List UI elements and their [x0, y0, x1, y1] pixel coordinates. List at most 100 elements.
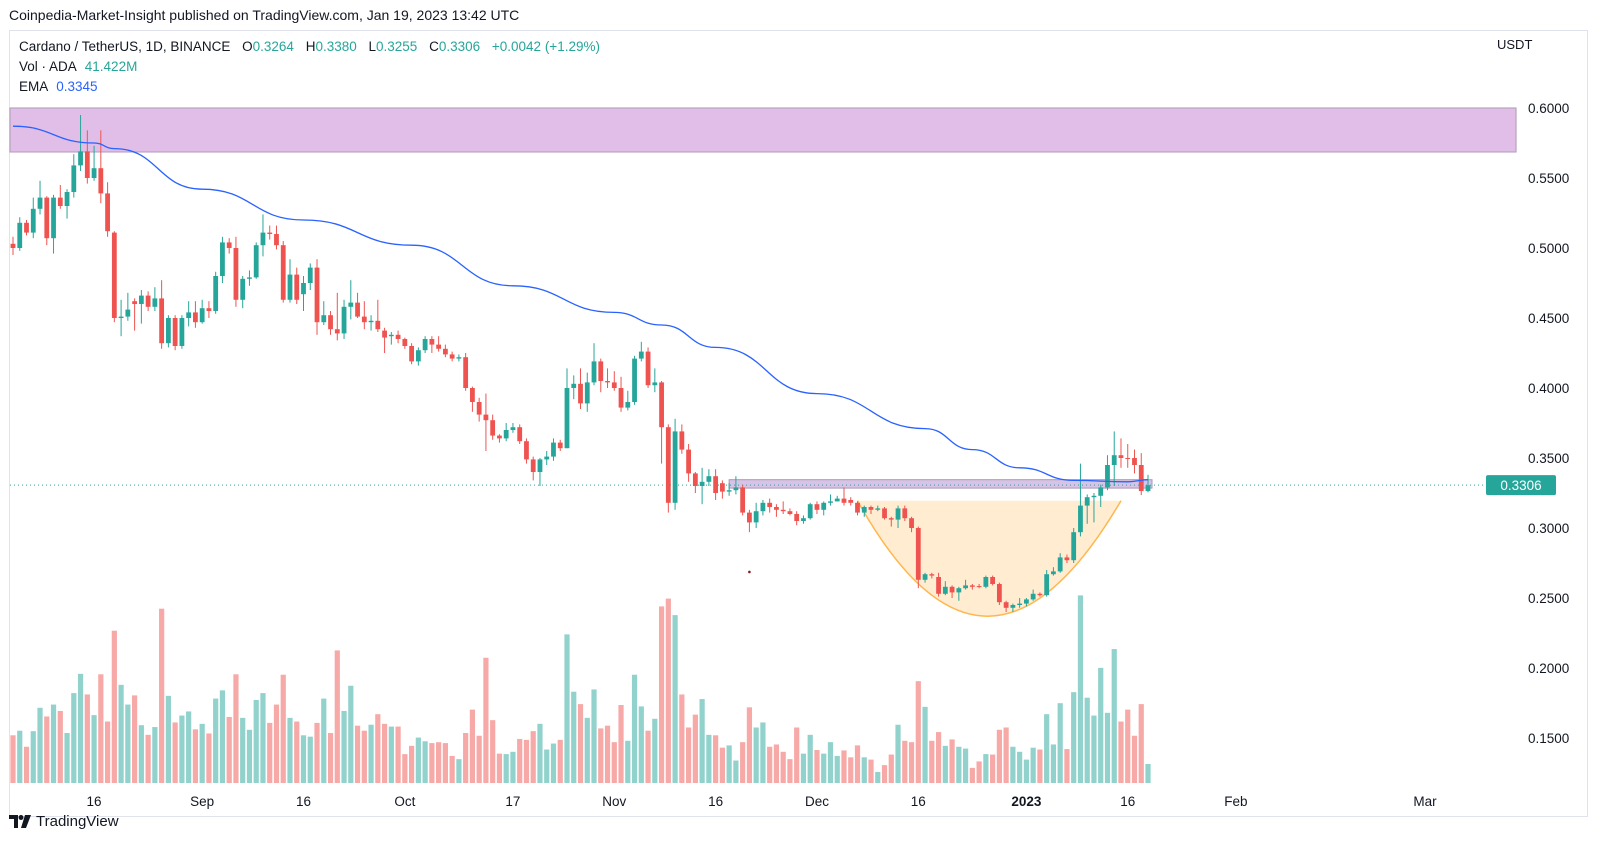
candle[interactable] [64, 189, 70, 219]
candle[interactable] [470, 386, 475, 412]
candle[interactable] [652, 368, 658, 393]
candle[interactable] [449, 351, 455, 362]
candle[interactable] [706, 469, 712, 486]
candle[interactable] [436, 336, 442, 352]
candle[interactable] [314, 259, 320, 335]
candle[interactable] [841, 487, 847, 506]
candle[interactable] [544, 451, 550, 465]
candle[interactable] [1091, 493, 1097, 523]
candle[interactable] [665, 424, 671, 513]
candle[interactable] [888, 516, 894, 527]
candle[interactable] [598, 358, 604, 393]
candle[interactable] [868, 505, 874, 514]
candle[interactable] [456, 354, 462, 362]
candle[interactable] [1138, 453, 1144, 496]
candle[interactable] [1057, 553, 1063, 573]
candle[interactable] [71, 154, 77, 198]
candle[interactable] [557, 439, 563, 451]
candle[interactable] [794, 511, 800, 526]
candle[interactable] [463, 353, 469, 391]
candle[interactable] [1024, 598, 1029, 607]
candle[interactable] [247, 270, 252, 286]
candle[interactable] [17, 217, 23, 251]
candle[interactable] [956, 586, 962, 601]
candle[interactable] [341, 299, 347, 339]
candle[interactable] [882, 507, 887, 520]
candle[interactable] [1010, 603, 1016, 612]
candle[interactable] [382, 327, 387, 353]
candle[interactable] [199, 299, 205, 324]
candle[interactable] [895, 505, 901, 528]
candle[interactable] [611, 371, 617, 391]
candle[interactable] [348, 280, 354, 320]
candle[interactable] [848, 497, 854, 506]
candle[interactable] [530, 456, 536, 481]
candle[interactable] [145, 291, 151, 311]
candle[interactable] [774, 504, 779, 517]
candle[interactable] [138, 290, 144, 324]
candle[interactable] [30, 197, 36, 239]
candle[interactable] [692, 472, 698, 493]
candle[interactable] [591, 343, 597, 386]
candle[interactable] [1037, 592, 1043, 597]
candle[interactable] [321, 301, 327, 325]
candle[interactable] [213, 271, 219, 314]
candle[interactable] [632, 355, 637, 405]
candle[interactable] [915, 526, 921, 589]
candle[interactable] [699, 467, 705, 505]
candle[interactable] [422, 336, 428, 353]
candle[interactable] [1064, 554, 1070, 563]
candle[interactable] [571, 375, 577, 400]
candle[interactable] [111, 231, 117, 323]
candle[interactable] [855, 501, 860, 516]
candle[interactable] [132, 298, 138, 331]
candle[interactable] [578, 368, 583, 409]
candle[interactable] [584, 372, 590, 412]
candle[interactable] [179, 315, 185, 349]
candle[interactable] [1030, 589, 1036, 601]
candle[interactable] [1132, 449, 1137, 474]
candle[interactable] [1125, 444, 1131, 468]
candle[interactable] [767, 498, 773, 513]
candle[interactable] [206, 301, 212, 318]
candle[interactable] [98, 130, 104, 204]
candle[interactable] [740, 484, 746, 516]
candle[interactable] [517, 424, 523, 444]
candle[interactable] [1017, 598, 1023, 608]
candle[interactable] [220, 236, 225, 283]
candle[interactable] [537, 458, 543, 486]
candle[interactable] [828, 494, 833, 506]
candle[interactable] [442, 344, 448, 358]
candle[interactable] [105, 182, 110, 237]
candle[interactable] [125, 292, 131, 321]
candle[interactable] [733, 476, 739, 495]
candle[interactable] [328, 311, 333, 335]
candle[interactable] [747, 509, 752, 533]
candle[interactable] [996, 582, 1002, 605]
candle[interactable] [375, 299, 381, 332]
candle[interactable] [301, 276, 306, 311]
candle[interactable] [983, 575, 989, 589]
symbol-name[interactable]: Cardano / TetherUS, 1D, BINANCE [19, 39, 231, 54]
candle[interactable] [969, 584, 975, 590]
ema-line[interactable] [12, 125, 1149, 483]
candle[interactable] [280, 241, 286, 303]
candle[interactable] [909, 516, 914, 533]
candle[interactable] [260, 214, 266, 257]
candle[interactable] [659, 381, 664, 464]
resistance-zone[interactable] [9, 107, 1517, 153]
candle[interactable] [1118, 438, 1124, 468]
candle[interactable] [902, 505, 908, 521]
candle[interactable] [355, 292, 360, 318]
candle[interactable] [37, 180, 43, 215]
candle[interactable] [152, 287, 158, 311]
candle[interactable] [524, 438, 529, 464]
candle[interactable] [942, 581, 948, 596]
candle[interactable] [497, 434, 502, 443]
candle[interactable] [409, 343, 415, 365]
candle[interactable] [1084, 494, 1090, 524]
candle[interactable] [787, 508, 793, 516]
candle[interactable] [719, 480, 725, 499]
candle[interactable] [1105, 455, 1110, 491]
